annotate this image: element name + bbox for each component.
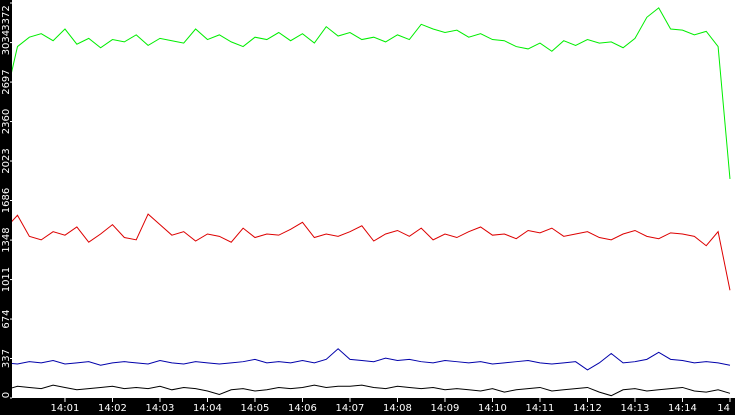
x-tick-label: 14:11 [526,403,555,414]
x-tick-label: 14:01 [51,403,80,414]
y-tick-label: 674 [1,309,12,328]
y-tick-label: 1011 [1,267,12,292]
y-tick-label: 3372 [1,5,12,30]
x-tick-label: 14:04 [193,403,222,414]
x-tick-label: 14:14 [668,403,697,414]
series-line [12,348,731,371]
x-tick-label: 14:10 [478,403,507,414]
x-tick-label: 14:12 [573,403,602,414]
y-tick-label: 2360 [1,109,12,134]
x-tick-label: 14 [717,403,730,414]
x-tick-label: 14:09 [431,403,460,414]
y-tick-label: 2697 [1,69,12,94]
y-tick-label: 1686 [1,188,12,213]
x-tick-label: 14:13 [621,403,650,414]
y-tick-label: 0 [1,392,12,398]
y-tick-label: 1348 [1,227,12,252]
lines [12,7,731,397]
series-line [12,213,731,291]
x-tick-label: 14:05 [241,403,270,414]
series-line [12,384,731,397]
x-tick-label: 14:07 [336,403,365,414]
x-tick-label: 14:08 [383,403,412,414]
x-tick-label: 14:06 [288,403,317,414]
y-tick-label: 3034 [1,30,12,55]
y-tick-label: 337 [1,349,12,368]
y-tick-label: 2023 [1,148,12,173]
plot-area [12,0,735,398]
x-tick-label: 14:03 [146,403,175,414]
series-line [12,7,731,179]
x-tick-label: 14:02 [98,403,127,414]
